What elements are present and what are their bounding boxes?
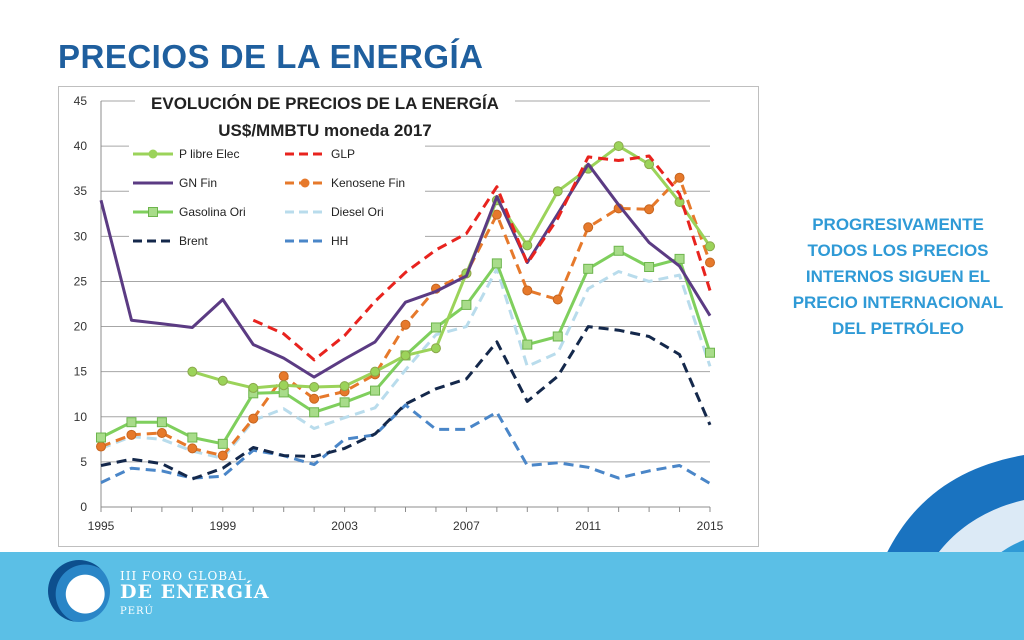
logo-line-2: DE ENERGÍA	[120, 581, 270, 603]
y-tick-label: 10	[74, 410, 88, 424]
series-line-2	[99, 162, 712, 379]
y-tick-label: 15	[74, 365, 88, 379]
footer-band	[0, 552, 1024, 640]
data-point	[187, 432, 198, 443]
x-tick-label: 2003	[331, 519, 358, 533]
series-line-5	[100, 267, 712, 460]
logo-line-1: III FORO GLOBAL	[120, 569, 247, 583]
data-point	[156, 428, 167, 439]
data-point	[613, 245, 624, 256]
y-tick-label: 35	[74, 184, 88, 198]
y-tick-label: 30	[74, 229, 88, 243]
chart-title-bg	[135, 89, 515, 143]
data-point	[248, 382, 259, 393]
data-point	[126, 417, 137, 428]
data-point	[674, 172, 685, 183]
legend-label: Diesel Ori	[331, 205, 384, 219]
legend-label: HH	[331, 234, 348, 248]
series-line-4	[100, 249, 712, 446]
data-point	[522, 339, 533, 350]
data-point	[370, 366, 381, 377]
legend-marker	[148, 149, 158, 159]
data-point	[339, 381, 350, 392]
data-point	[552, 294, 563, 305]
legend-label: Gasolina Ori	[179, 205, 246, 219]
data-point	[552, 186, 563, 197]
line-chart: 0 5 10 15 20 25 30 35 40 45 1995 1999 2003 2007 2011 20…	[74, 89, 724, 533]
data-point	[522, 285, 533, 296]
x-tick-label: 2007	[453, 519, 480, 533]
data-point	[430, 322, 441, 333]
data-point	[309, 393, 320, 404]
data-point	[96, 441, 106, 452]
slide-title: PRECIOS DE LA ENERGÍA	[58, 38, 484, 75]
y-tick-label: 40	[74, 139, 88, 153]
data-point	[552, 331, 563, 342]
chart-subtitle: US$/MMBTU moneda 2017	[218, 121, 432, 140]
data-point	[187, 443, 198, 454]
data-point	[644, 262, 655, 273]
data-point	[278, 380, 289, 391]
series-line-6	[100, 325, 712, 481]
y-tick-label: 5	[80, 455, 87, 469]
x-tick-label: 1995	[88, 519, 115, 533]
y-tick-label: 25	[74, 274, 88, 288]
data-point	[705, 241, 715, 252]
data-point	[96, 432, 106, 443]
logo-line-3: PERÚ	[120, 606, 154, 617]
legend-marker	[300, 178, 310, 188]
data-point	[400, 350, 411, 361]
legend-label: GN Fin	[179, 176, 217, 190]
y-tick-label: 45	[74, 94, 88, 108]
legend-label: GLP	[331, 147, 355, 161]
data-point	[217, 438, 228, 449]
data-point	[217, 375, 228, 386]
data-point	[613, 141, 624, 152]
series-line-7	[100, 403, 711, 485]
data-point	[248, 413, 259, 424]
data-point	[156, 417, 167, 428]
legend-label: Brent	[179, 234, 208, 248]
legend-marker	[148, 207, 158, 217]
forum-logo-icon	[48, 560, 110, 622]
data-point	[370, 385, 381, 396]
data-point	[705, 257, 715, 268]
data-point	[583, 263, 594, 274]
data-point	[583, 222, 594, 233]
chart-frame: 0 5 10 15 20 25 30 35 40 45 1995 1999 2003 2007 2011 20…	[58, 86, 759, 547]
y-tick-label: 20	[74, 320, 88, 334]
data-point	[644, 159, 655, 170]
legend-bg	[129, 143, 425, 255]
data-point	[309, 382, 320, 393]
data-point	[126, 429, 137, 440]
data-point	[705, 347, 715, 358]
series-line-0	[191, 144, 712, 390]
legend-label: Kenosene Fin	[331, 176, 405, 190]
data-point	[461, 299, 472, 310]
chart-title: EVOLUCIÓN DE PRECIOS DE LA ENERGÍA	[151, 94, 499, 113]
x-tick-label: 2011	[575, 519, 601, 533]
series-line-1	[252, 154, 712, 362]
data-point	[217, 450, 228, 461]
data-point	[278, 371, 289, 382]
data-point	[430, 343, 441, 354]
legend-label: P libre Elec	[179, 147, 239, 161]
data-point	[400, 319, 411, 330]
x-tick-label: 1999	[209, 519, 236, 533]
data-point	[644, 204, 655, 215]
y-tick-label: 0	[80, 500, 87, 514]
x-tick-label: 2015	[697, 519, 724, 533]
data-point	[674, 253, 685, 264]
data-point	[339, 397, 350, 408]
data-point	[522, 240, 533, 251]
side-note: PROGRESIVAMENTE TODOS LOS PRECIOS INTERN…	[792, 215, 1004, 338]
data-point	[491, 258, 502, 269]
data-point	[309, 407, 320, 418]
data-point	[187, 366, 198, 377]
